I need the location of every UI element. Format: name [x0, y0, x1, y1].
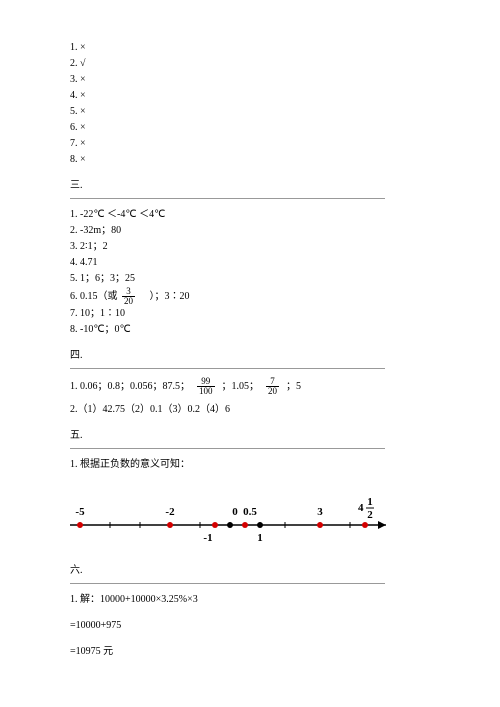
divider [70, 583, 385, 584]
text: 1. 0.06；0.8；0.056；87.5； [70, 381, 190, 392]
mark: × [80, 154, 86, 165]
divider [70, 448, 385, 449]
num: 5. [70, 106, 78, 117]
s4-line1: 1. 0.06；0.8；0.056；87.5； 99 100 ；1.05； 7 … [70, 377, 440, 396]
svg-text:-1: -1 [203, 532, 212, 544]
s6-line: 1. 解：10000+10000×3.25%×3 [70, 592, 440, 608]
judgment-item: 3. × [70, 72, 440, 88]
judgment-item: 7. × [70, 136, 440, 152]
divider [70, 198, 385, 199]
svg-text:1: 1 [257, 532, 263, 544]
judgment-item: 8. × [70, 152, 440, 168]
mark: × [80, 74, 86, 85]
num: 2. [70, 58, 78, 69]
s3-item: 5. 1；6；3；25 [70, 271, 440, 287]
text: ）；3∶20 [150, 291, 190, 302]
judgment-list: 1. × 2. √ 3. × 4. × 5. × 6. × 7. × 8. × [70, 40, 440, 168]
judgment-item: 5. × [70, 104, 440, 120]
s6-line: =10000+975 [70, 618, 440, 634]
num: 7. [70, 138, 78, 149]
num: 3. [70, 74, 78, 85]
fraction: 7 20 [266, 377, 279, 396]
num: 4. [70, 90, 78, 101]
judgment-item: 1. × [70, 40, 440, 56]
s3-item: 4. 4.71 [70, 255, 440, 271]
judgment-item: 6. × [70, 120, 440, 136]
s3-item: 7. 10；1∶10 [70, 306, 440, 322]
mark: √ [80, 58, 86, 69]
text: ；1.05； [222, 381, 260, 392]
s5-item: 1. 根据正负数的意义可知： [70, 457, 440, 473]
s3-item: 1. -22℃ ＜-4℃ ＜4℃ [70, 207, 440, 223]
judgment-item: 4. × [70, 88, 440, 104]
s3-item: 8. -10℃；0℃ [70, 322, 440, 338]
text: 6. 0.15（或 [70, 291, 118, 302]
svg-text:3: 3 [317, 506, 323, 518]
section-3-title: 三. [70, 178, 440, 194]
s6-line: =10975 元 [70, 644, 440, 660]
fraction: 99 100 [197, 377, 215, 396]
svg-text:2: 2 [367, 509, 373, 521]
s3-item-6: 6. 0.15（或 3 20 ）；3∶20 [70, 287, 440, 306]
mark: × [80, 138, 86, 149]
num: 8. [70, 154, 78, 165]
text: ；5 [286, 381, 301, 392]
svg-text:0.5: 0.5 [243, 506, 257, 518]
mark: × [80, 122, 86, 133]
denominator: 20 [122, 297, 135, 306]
divider [70, 368, 385, 369]
svg-text:-5: -5 [75, 506, 85, 518]
number-line-diagram: -5-200.53412-11 [70, 487, 440, 553]
mark: × [80, 42, 86, 53]
section-5-title: 五. [70, 428, 440, 444]
num: 6. [70, 122, 78, 133]
svg-text:4: 4 [358, 502, 364, 514]
svg-text:-2: -2 [165, 506, 175, 518]
mark: × [80, 90, 86, 101]
number-line-svg: -5-200.53412-11 [70, 487, 400, 553]
section-6-title: 六. [70, 563, 440, 579]
denominator: 100 [197, 387, 215, 396]
svg-text:1: 1 [367, 496, 373, 508]
num: 1. [70, 42, 78, 53]
mark: × [80, 106, 86, 117]
svg-text:0: 0 [232, 506, 238, 518]
s3-item: 2. -32m；80 [70, 223, 440, 239]
s3-item: 3. 2∶1；2 [70, 239, 440, 255]
judgment-item: 2. √ [70, 56, 440, 72]
s4-line2: 2.（1）42.75（2）0.1（3）0.2（4）6 [70, 402, 440, 418]
denominator: 20 [266, 387, 279, 396]
fraction: 3 20 [122, 287, 135, 306]
section-4-title: 四. [70, 348, 440, 364]
